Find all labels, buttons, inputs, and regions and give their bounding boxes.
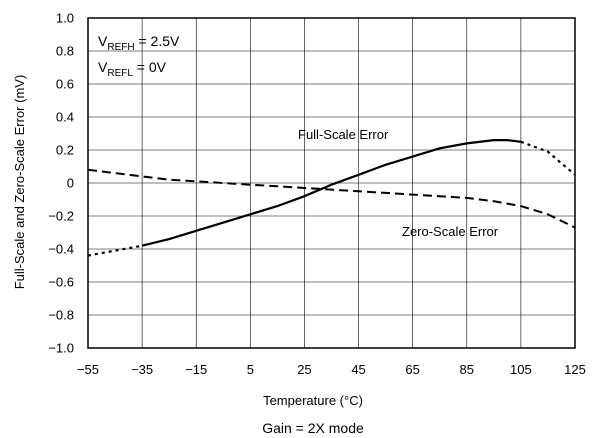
full-scale-error-extrapolated-segment	[87, 244, 143, 257]
x-tick-label: 125	[564, 362, 586, 377]
x-tick-label: −15	[185, 362, 207, 377]
x-tick-label: 25	[297, 362, 311, 377]
y-tick-label: 0.2	[56, 143, 74, 158]
y-tick-label: 0.4	[56, 110, 74, 125]
y-tick-label: 1.0	[56, 11, 74, 26]
full-scale-error-extrapolated-segment	[520, 140, 576, 176]
x-tick-label: 45	[351, 362, 365, 377]
vrefh-condition: VREFH = 2.5V	[98, 33, 180, 53]
plot-frame	[87, 17, 576, 349]
x-tick-label: 105	[510, 362, 532, 377]
y-tick-label: −0.8	[48, 308, 74, 323]
y-tick-labels: 1.0 0.8 0.6 0.4 0.2 0 −0.2 −0.4 −0.6 −0.8 −1.0	[48, 11, 74, 356]
y-tick-label: −0.4	[48, 242, 74, 257]
series-layer	[87, 139, 576, 257]
y-axis-title: Full-Scale and Zero-Scale Error (mV)	[12, 75, 27, 290]
y-tick-label: 0.8	[56, 44, 74, 59]
x-tick-label: 5	[247, 362, 254, 377]
x-tick-label: −35	[131, 362, 153, 377]
y-tick-label: 0	[67, 176, 74, 191]
full-scale-error-label: Full-Scale Error	[298, 127, 389, 142]
x-tick-label: −55	[77, 362, 99, 377]
y-tick-label: −1.0	[48, 341, 74, 356]
full-scale-error-line	[141, 139, 522, 247]
vrefl-condition: VREFL = 0V	[98, 59, 167, 79]
x-axis-title: Temperature (°C)	[263, 393, 363, 408]
y-tick-label: −0.2	[48, 209, 74, 224]
x-tick-label: 85	[460, 362, 474, 377]
y-tick-label: 0.6	[56, 77, 74, 92]
x-tick-labels: −55 −35 −15 5 25 45 65 85 105 125	[77, 362, 586, 377]
zero-scale-error-label: Zero-Scale Error	[402, 224, 499, 239]
x-tick-label: 65	[405, 362, 419, 377]
chart-caption: Gain = 2X mode	[262, 420, 364, 436]
grid	[88, 18, 575, 348]
zero-scale-error-line	[87, 168, 576, 229]
y-tick-label: −0.6	[48, 275, 74, 290]
